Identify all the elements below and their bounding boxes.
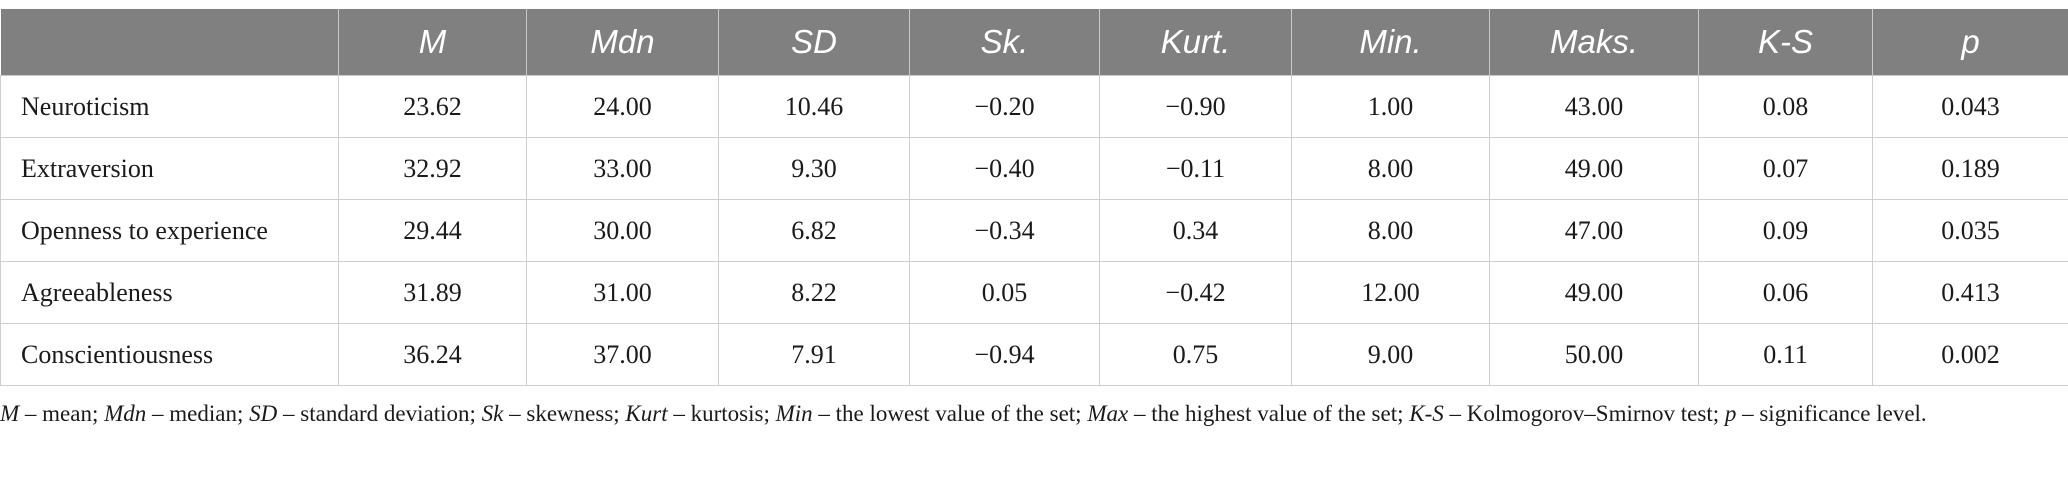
header-cell-mdn: Mdn bbox=[526, 9, 719, 76]
table-cell: 0.75 bbox=[1099, 323, 1292, 386]
table-cell: 0.34 bbox=[1099, 199, 1292, 262]
table-cell: 33.00 bbox=[526, 137, 719, 200]
table-cell: 0.035 bbox=[1872, 199, 2068, 262]
table-cell: −0.34 bbox=[909, 199, 1100, 262]
footnote-text: – significance level. bbox=[1736, 401, 1927, 426]
table-cell: 0.05 bbox=[909, 261, 1100, 324]
statistics-table-container: M Mdn SD Sk. Kurt. Min. Maks. K-S p Neuroticism 2… bbox=[0, 9, 2068, 386]
table-cell: −0.94 bbox=[909, 323, 1100, 386]
table-body: Neuroticism 23.62 24.00 10.46 −0.20 −0.90 1.00… bbox=[0, 75, 2068, 386]
footnote-abbreviation: Kurt bbox=[625, 401, 668, 426]
table-cell: 0.09 bbox=[1698, 199, 1873, 262]
row-label: Neuroticism bbox=[0, 75, 339, 138]
table-row: Openness to experience 29.44 30.00 6.82 −0.3… bbox=[0, 199, 2068, 262]
table-cell: 1.00 bbox=[1291, 75, 1490, 138]
table-footnote: M – mean; Mdn – median; SD – standard de… bbox=[0, 397, 2040, 431]
footnote-abbreviation: SD bbox=[249, 401, 278, 426]
table-cell: 8.00 bbox=[1291, 199, 1490, 262]
header-row: M Mdn SD Sk. Kurt. Min. Maks. K-S p bbox=[0, 9, 2068, 76]
table-cell: 32.92 bbox=[338, 137, 527, 200]
table-cell: 10.46 bbox=[718, 75, 910, 138]
table-cell: 0.002 bbox=[1872, 323, 2068, 386]
footnote-text: – median; bbox=[146, 401, 250, 426]
footnote-text: – the highest value of the set; bbox=[1128, 401, 1410, 426]
footnote-text: – the lowest value of the set; bbox=[812, 401, 1088, 426]
table-cell: −0.42 bbox=[1099, 261, 1292, 324]
table-cell: 47.00 bbox=[1489, 199, 1699, 262]
footnote-abbreviation: Min bbox=[775, 401, 813, 426]
table-cell: 12.00 bbox=[1291, 261, 1490, 324]
footnote-abbreviation: Sk bbox=[481, 401, 504, 426]
footnote-text: – standard deviation; bbox=[277, 401, 482, 426]
footnote-text: – kurtosis; bbox=[667, 401, 776, 426]
footnote-abbreviation: K-S bbox=[1409, 401, 1444, 426]
row-label: Extraversion bbox=[0, 137, 339, 200]
table-cell: 0.07 bbox=[1698, 137, 1873, 200]
footnote-text: – mean; bbox=[19, 401, 105, 426]
footnote-abbreviation: Mdn bbox=[104, 401, 147, 426]
header-cell-kurt: Kurt. bbox=[1099, 9, 1292, 76]
table-cell: −0.11 bbox=[1099, 137, 1292, 200]
table-cell: 31.00 bbox=[526, 261, 719, 324]
table-header: M Mdn SD Sk. Kurt. Min. Maks. K-S p bbox=[0, 9, 2068, 76]
footnote-text: – Kolmogorov–Smirnov test; bbox=[1443, 401, 1725, 426]
table-row: Neuroticism 23.62 24.00 10.46 −0.20 −0.90 1.00… bbox=[0, 75, 2068, 138]
table-cell: −0.40 bbox=[909, 137, 1100, 200]
table-cell: 37.00 bbox=[526, 323, 719, 386]
table-cell: 36.24 bbox=[338, 323, 527, 386]
table-cell: 24.00 bbox=[526, 75, 719, 138]
table-cell: 9.30 bbox=[718, 137, 910, 200]
table-cell: 9.00 bbox=[1291, 323, 1490, 386]
table-cell: 0.413 bbox=[1872, 261, 2068, 324]
header-cell-k-s: K-S bbox=[1698, 9, 1873, 76]
table-cell: 29.44 bbox=[338, 199, 527, 262]
row-label: Openness to experience bbox=[0, 199, 339, 262]
table-cell: 49.00 bbox=[1489, 261, 1699, 324]
table-cell: 7.91 bbox=[718, 323, 910, 386]
header-cell-empty bbox=[0, 9, 339, 76]
table-cell: 6.82 bbox=[718, 199, 910, 262]
table-cell: 50.00 bbox=[1489, 323, 1699, 386]
table-cell: 0.06 bbox=[1698, 261, 1873, 324]
footnote-abbreviation: Max bbox=[1087, 401, 1129, 426]
table-cell: 0.08 bbox=[1698, 75, 1873, 138]
table-cell: −0.90 bbox=[1099, 75, 1292, 138]
footnote-abbreviation: M bbox=[0, 401, 20, 426]
table-cell: 23.62 bbox=[338, 75, 527, 138]
row-label: Conscientiousness bbox=[0, 323, 339, 386]
table-cell: 8.00 bbox=[1291, 137, 1490, 200]
table-row: Extraversion 32.92 33.00 9.30 −0.40 −0.11 8.00… bbox=[0, 137, 2068, 200]
footnote-text: – skewness; bbox=[503, 401, 626, 426]
footnote-abbreviation: p bbox=[1724, 401, 1737, 426]
header-cell-min: Min. bbox=[1291, 9, 1490, 76]
table-cell: 31.89 bbox=[338, 261, 527, 324]
table-cell: 0.11 bbox=[1698, 323, 1873, 386]
table-row: Agreeableness 31.89 31.00 8.22 0.05 −0.42 12.0… bbox=[0, 261, 2068, 324]
header-cell-m: M bbox=[338, 9, 527, 76]
descriptive-statistics-table: M Mdn SD Sk. Kurt. Min. Maks. K-S p Neuroticism 2… bbox=[0, 9, 2068, 386]
row-label: Agreeableness bbox=[0, 261, 339, 324]
header-cell-p: p bbox=[1872, 9, 2068, 76]
header-cell-sd: SD bbox=[718, 9, 910, 76]
table-cell: 49.00 bbox=[1489, 137, 1699, 200]
table-cell: 0.189 bbox=[1872, 137, 2068, 200]
table-cell: 0.043 bbox=[1872, 75, 2068, 138]
table-cell: 30.00 bbox=[526, 199, 719, 262]
header-cell-sk: Sk. bbox=[909, 9, 1100, 76]
table-cell: 43.00 bbox=[1489, 75, 1699, 138]
table-row: Conscientiousness 36.24 37.00 7.91 −0.94 0.75… bbox=[0, 323, 2068, 386]
table-cell: −0.20 bbox=[909, 75, 1100, 138]
table-cell: 8.22 bbox=[718, 261, 910, 324]
header-cell-maks: Maks. bbox=[1489, 9, 1699, 76]
